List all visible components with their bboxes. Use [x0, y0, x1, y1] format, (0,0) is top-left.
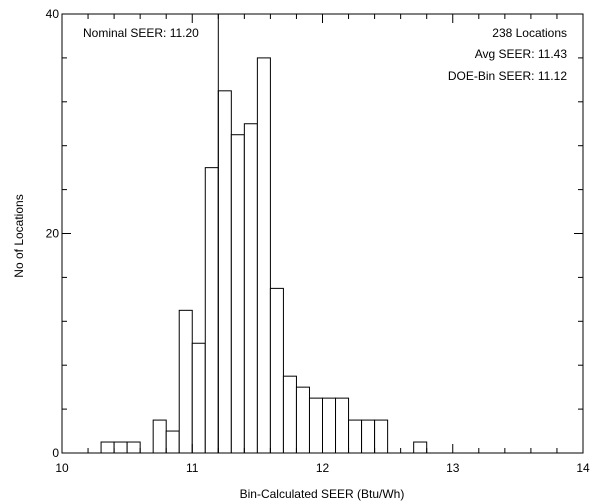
histogram-bar-15 — [308, 397, 324, 454]
histogram-bar-8 — [217, 90, 232, 454]
histogram-bar-19 — [361, 419, 376, 454]
histogram-bar-16 — [322, 397, 337, 454]
histogram-bar-10 — [243, 123, 258, 454]
histogram-bar-3 — [152, 419, 167, 454]
histogram-bar-12 — [269, 287, 284, 454]
y-tick-label-1: 20 — [46, 227, 60, 241]
histogram-bar-1 — [113, 441, 128, 454]
plot-frame — [61, 13, 584, 454]
histogram-bar-4 — [165, 430, 180, 454]
histogram-bar-14 — [295, 386, 310, 454]
histogram-bars — [100, 57, 428, 454]
doe-bin-seer-label: DOE-Bin SEER: 11.12 — [448, 69, 567, 83]
histogram-bar-5 — [178, 309, 193, 454]
histogram-bar-0 — [100, 441, 115, 454]
histogram-bar-20 — [374, 419, 389, 454]
histogram-bar-13 — [282, 375, 297, 454]
histogram-bar-9 — [230, 134, 245, 454]
x-tick-label-2: 12 — [316, 461, 330, 475]
y-tick-label-2: 40 — [46, 7, 60, 21]
y-tick-label-0: 0 — [52, 446, 59, 460]
x-tick-label-4: 14 — [576, 461, 590, 475]
histogram-bar-21 — [413, 441, 428, 454]
histogram-bar-11 — [256, 57, 271, 454]
histogram-bar-17 — [335, 397, 350, 454]
y-axis-title: No of Locations — [12, 194, 26, 277]
location-count-label: 238 Locations — [492, 26, 567, 40]
x-tick-label-3: 13 — [446, 461, 460, 475]
nominal-seer-label: Nominal SEER: 11.20 — [83, 26, 199, 40]
x-tick-label-0: 10 — [55, 461, 69, 475]
histogram-bar-2 — [126, 441, 141, 454]
histogram-bar-7 — [204, 167, 219, 454]
histogram-bar-6 — [191, 342, 206, 454]
x-tick-label-1: 11 — [186, 461, 199, 475]
tick-labels: 10 11 12 13 14 0 20 40 — [46, 7, 590, 475]
x-axis-title: Bin-Calculated SEER (Btu/Wh) — [240, 487, 405, 501]
histogram-bar-18 — [348, 419, 363, 454]
avg-seer-label: Avg SEER: 11.43 — [475, 47, 568, 61]
